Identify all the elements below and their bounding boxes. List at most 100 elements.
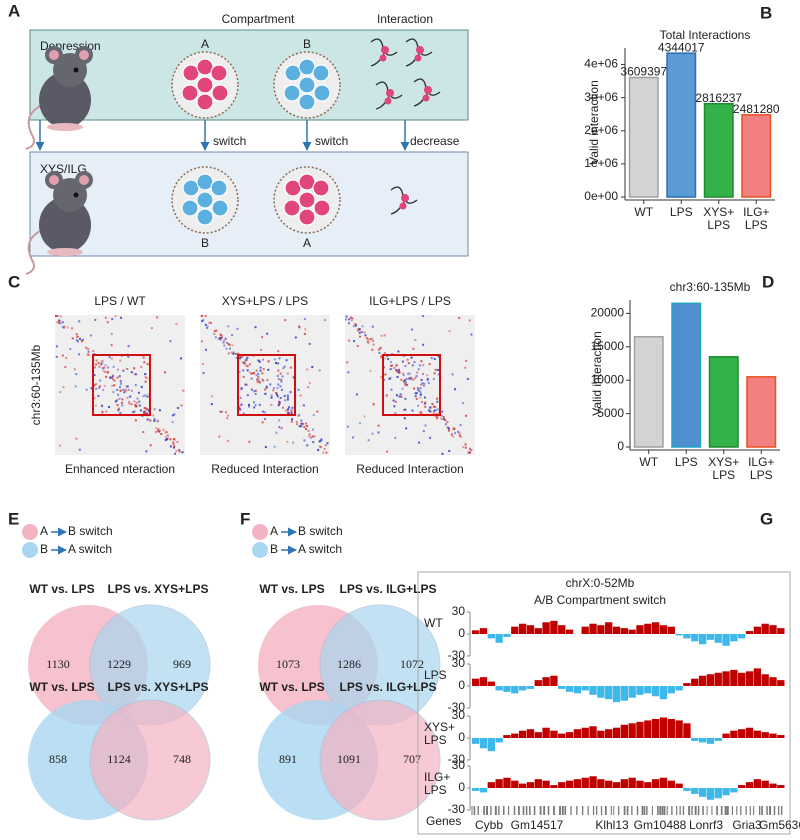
heatmap-cell bbox=[128, 400, 131, 403]
heatmap-cell bbox=[254, 393, 257, 396]
track-bar bbox=[636, 625, 644, 634]
heatmap-cell bbox=[145, 450, 148, 453]
heatmap-cell bbox=[260, 348, 263, 351]
track-bar bbox=[589, 776, 597, 788]
heatmap-cell bbox=[352, 325, 355, 328]
heatmap-cell bbox=[417, 404, 420, 407]
heatmap-cell bbox=[434, 409, 437, 412]
heatmap-cell bbox=[417, 389, 420, 392]
track-bar bbox=[683, 683, 691, 686]
heatmap-cell bbox=[107, 405, 110, 408]
track-bar bbox=[612, 626, 621, 634]
heatmap-cell bbox=[228, 347, 231, 350]
track-bar bbox=[745, 727, 754, 738]
heatmap-cell bbox=[401, 387, 404, 390]
heatmap-cell bbox=[56, 315, 59, 317]
heatmap-cell bbox=[116, 376, 119, 379]
heatmap-cell bbox=[379, 346, 382, 349]
track-bar bbox=[714, 788, 722, 799]
track-bar bbox=[620, 686, 628, 701]
heatmap-cell bbox=[150, 327, 153, 330]
heatmap-cell bbox=[105, 375, 108, 378]
chromatin-domain bbox=[210, 64, 228, 82]
heatmap-cell bbox=[447, 427, 450, 430]
track-bar bbox=[511, 626, 519, 634]
track-bar bbox=[761, 732, 769, 738]
heatmap-cell bbox=[118, 386, 121, 389]
heatmap-cell bbox=[414, 392, 417, 395]
panel-frame bbox=[417, 571, 791, 835]
heatmap-cell bbox=[390, 360, 393, 363]
heatmap-cell bbox=[394, 400, 397, 403]
heatmap-cell bbox=[95, 382, 98, 385]
heatmap-cell bbox=[361, 325, 364, 328]
track-bar bbox=[753, 626, 762, 634]
track-bar bbox=[738, 785, 746, 788]
heatmap-cell bbox=[213, 332, 216, 335]
heatmap-cell bbox=[383, 378, 386, 381]
heatmap-cell bbox=[301, 422, 304, 425]
heatmap-cell bbox=[395, 369, 398, 372]
heatmap-cell bbox=[122, 388, 125, 391]
heatmap-cell bbox=[311, 428, 314, 431]
heatmap-cell bbox=[467, 451, 470, 454]
heatmap-cell bbox=[408, 372, 411, 375]
heatmap-cell bbox=[144, 407, 147, 410]
heatmap-cell bbox=[103, 366, 106, 369]
heatmap-cell bbox=[371, 432, 374, 435]
mouse-ear-inner bbox=[49, 175, 59, 185]
chromatin-domain bbox=[181, 199, 199, 217]
heatmap-cell bbox=[420, 383, 423, 386]
heatmap-cell bbox=[277, 350, 280, 353]
heatmap-cell bbox=[448, 330, 451, 333]
heatmap-cell bbox=[89, 334, 92, 337]
mouse-ear-inner bbox=[79, 50, 89, 60]
track-bar bbox=[573, 779, 582, 788]
heatmap-cell bbox=[420, 400, 423, 403]
heatmap-cell bbox=[146, 418, 149, 421]
heatmap-cell bbox=[411, 328, 414, 331]
heatmap-cell bbox=[111, 318, 114, 321]
track-tick-label: 30 bbox=[452, 758, 466, 772]
heatmap-bg bbox=[55, 315, 185, 455]
heatmap-cell bbox=[377, 424, 380, 427]
heatmap-cell bbox=[231, 344, 234, 347]
chromatin-domain bbox=[196, 191, 214, 209]
heatmap-cell bbox=[117, 393, 120, 396]
track-bar bbox=[691, 788, 699, 794]
heatmap-cell bbox=[146, 408, 149, 411]
heatmap-cell bbox=[300, 425, 303, 428]
heatmap-cell bbox=[434, 415, 437, 418]
heatmap-cell bbox=[204, 323, 207, 326]
heatmap-cell bbox=[391, 364, 394, 367]
heatmap-cell bbox=[451, 373, 454, 376]
heatmap-cell bbox=[61, 325, 64, 328]
heatmap-cell bbox=[287, 411, 290, 414]
heatmap-cell bbox=[267, 368, 270, 371]
heatmap-cell bbox=[410, 378, 413, 381]
heatmap-cell bbox=[140, 365, 143, 368]
heatmap-cell bbox=[242, 375, 245, 378]
compartment-a: A bbox=[201, 37, 209, 51]
track-bar bbox=[542, 622, 550, 634]
heatmap-cell bbox=[102, 370, 105, 373]
track-bar bbox=[675, 720, 683, 738]
heatmap-cell bbox=[149, 418, 152, 421]
track-bar bbox=[691, 738, 699, 741]
track-bar bbox=[581, 686, 589, 691]
chromatin-domain bbox=[313, 199, 331, 217]
heatmap-cell bbox=[76, 340, 79, 343]
heatmap-cell bbox=[223, 339, 226, 342]
map-caption: Reduced Interaction bbox=[211, 462, 318, 476]
heatmap-cell bbox=[325, 451, 328, 454]
track-name: LPS bbox=[424, 668, 447, 682]
heatmap-cell bbox=[354, 323, 357, 326]
heatmap-cell bbox=[384, 357, 387, 360]
heatmap-cell bbox=[244, 383, 247, 386]
heatmap-cell bbox=[401, 360, 404, 363]
heatmap-cell bbox=[249, 371, 252, 374]
heatmap-cell bbox=[415, 392, 418, 395]
track-tick-label: 0 bbox=[458, 730, 465, 744]
heatmap-cell bbox=[371, 348, 374, 351]
track-bar bbox=[558, 625, 566, 634]
